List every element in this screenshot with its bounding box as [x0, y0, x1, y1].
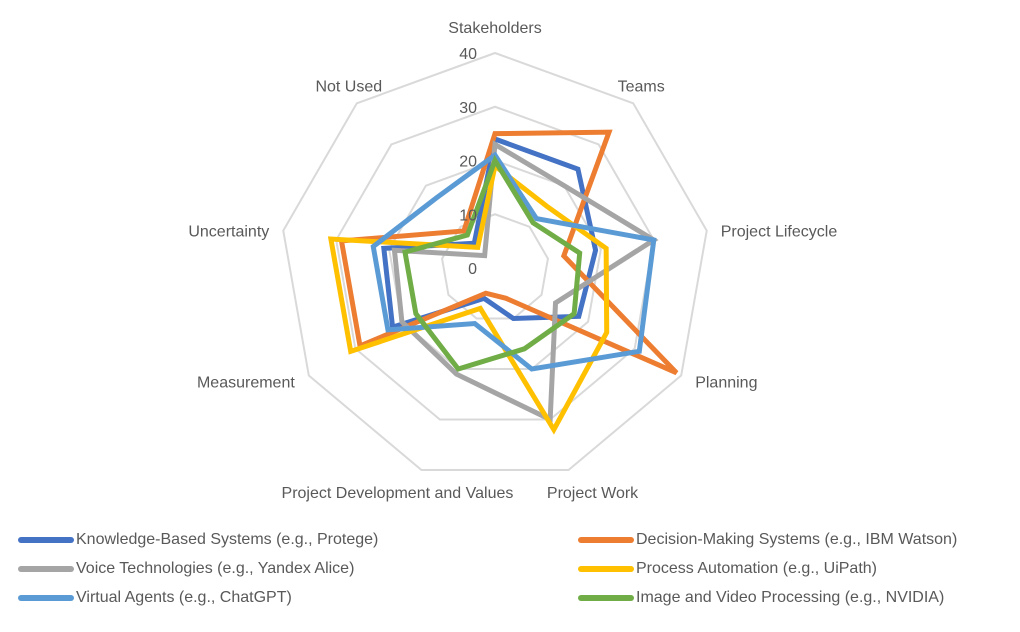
legend-item-knowledge-based: Knowledge-Based Systems (e.g., Protege): [18, 528, 378, 552]
axis-label: Measurement: [197, 375, 295, 392]
axis-label: Uncertainty: [188, 224, 269, 241]
legend-swatch: [578, 595, 634, 601]
legend-label: Decision-Making Systems (e.g., IBM Watso…: [636, 531, 958, 548]
legend-label: Voice Technologies (e.g., Yandex Alice): [76, 560, 355, 577]
radial-tick-label: 40: [459, 46, 477, 63]
radial-tick-labels: 0 10 20 30 40: [459, 46, 477, 278]
legend-item-voice-technologies: Voice Technologies (e.g., Yandex Alice): [18, 557, 354, 581]
radial-tick-label: 20: [459, 154, 477, 171]
axis-label: Stakeholders: [448, 20, 541, 37]
series-line: [370, 151, 657, 372]
series-line: [338, 129, 679, 376]
radar-series: [327, 129, 679, 435]
legend-swatch: [578, 566, 634, 572]
axis-label: Planning: [695, 375, 757, 392]
radial-tick-label: 10: [459, 207, 477, 224]
legend-label: Process Automation (e.g., UiPath): [636, 560, 877, 577]
legend-swatch: [18, 595, 74, 601]
series-line: [402, 154, 583, 372]
axis-label: Project Work: [547, 485, 639, 502]
legend-label: Virtual Agents (e.g., ChatGPT): [76, 589, 292, 606]
legend-swatch: [18, 566, 74, 572]
legend-label: Image and Video Processing (e.g., NVIDIA…: [636, 589, 945, 606]
axis-label: Teams: [618, 78, 665, 95]
legend-swatch: [18, 537, 74, 543]
radial-tick-label: 30: [459, 100, 477, 117]
legend-label: Knowledge-Based Systems (e.g., Protege): [76, 531, 379, 548]
legend-swatch: [578, 537, 634, 543]
grid-ring: [335, 105, 655, 421]
legend-item-virtual-agents: Virtual Agents (e.g., ChatGPT): [18, 586, 292, 610]
axis-label: Project Development and Values: [282, 485, 514, 502]
axis-labels: Stakeholders Teams Project Lifecycle Planni…: [188, 20, 837, 502]
chart-legend: Knowledge-Based Systems (e.g., Protege) …: [0, 520, 1020, 632]
grid-ring: [282, 51, 708, 472]
legend-item-process-automation: Process Automation (e.g., UiPath): [578, 557, 877, 581]
radar-chart: 0 10 20 30 40 Stakeholders Teams Project Lifec…: [188, 20, 837, 502]
axis-label: Project Lifecycle: [721, 224, 838, 241]
radial-tick-label: 0: [468, 261, 477, 278]
series-line: [391, 140, 659, 424]
legend-item-decision-making: Decision-Making Systems (e.g., IBM Watso…: [578, 528, 957, 552]
legend-item-image-video: Image and Video Processing (e.g., NVIDIA…: [578, 586, 944, 610]
axis-label: Not Used: [315, 78, 382, 95]
